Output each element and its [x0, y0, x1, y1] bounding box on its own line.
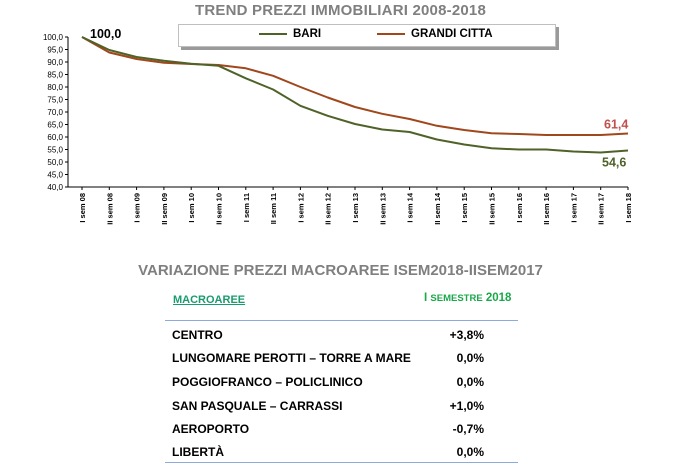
row-label: AEROPORTO	[172, 422, 250, 436]
chart-title: TREND PREZZI IMMOBILIARI 2008-2018	[194, 2, 487, 19]
row-label: LIBERTÀ	[172, 445, 224, 459]
row-value: -0,7%	[452, 422, 484, 436]
x-tick-label: I sem 12	[296, 193, 305, 223]
table-row: LUNGOMARE PEROTTI – TORRE A MARE 0,0%	[172, 348, 512, 370]
x-tick-label: I sem 14	[406, 192, 415, 222]
x-tick-label: II sem 17	[597, 193, 606, 225]
series-line-bari	[81, 36, 629, 154]
column-header-prefix: I	[424, 292, 431, 304]
x-tick-label: II sem 15	[488, 193, 497, 225]
row-label: POGGIOFRANCO – POLICLINICO	[172, 375, 363, 389]
y-tick-label: 50,0	[47, 158, 63, 167]
legend-item-bari: BARI	[259, 28, 321, 40]
x-tick-label: II sem 08	[105, 193, 114, 225]
row-label: CENTRO	[172, 328, 223, 342]
table-row: AEROPORTO -0,7%	[172, 419, 512, 441]
column-header-suffix: 2018	[482, 292, 512, 304]
data-label-start: 100,0	[90, 27, 121, 41]
table-bottom-divider	[165, 462, 518, 463]
row-value: 0,0%	[456, 351, 484, 365]
table-title: VARIAZIONE PREZZI MACROAREE ISEM2018-IIS…	[138, 262, 543, 279]
column-header-small: SEMESTRE	[430, 293, 483, 304]
y-tick-label: 90,0	[47, 58, 63, 67]
header-divider	[165, 320, 518, 321]
row-label: LUNGOMARE PEROTTI – TORRE A MARE	[172, 351, 411, 365]
x-tick-label: I sem 16	[515, 193, 524, 223]
legend-swatch-bari	[259, 33, 287, 35]
y-tick-label: 70,0	[47, 108, 63, 117]
y-tick-label: 80,0	[47, 83, 63, 92]
x-tick-label: II sem 10	[215, 193, 224, 225]
table-row: POGGIOFRANCO – POLICLINICO 0,0%	[172, 372, 512, 394]
data-label-bari-end: 54,6	[602, 156, 626, 170]
x-tick-label: I sem 08	[78, 193, 87, 223]
x-tick-label: I sem 10	[187, 193, 196, 223]
legend-label-bari: BARI	[293, 28, 322, 40]
column-header-macroaree: MACROAREE	[173, 294, 246, 306]
chart-legend: BARI GRANDI CITTA	[178, 24, 556, 47]
legend-item-grandi-citta: GRANDI CITTA	[377, 28, 493, 40]
x-tick-label: II sem 11	[269, 193, 278, 224]
table-row: SAN PASQUALE – CARRASSI +1,0%	[172, 396, 512, 418]
y-tick-label: 100,0	[43, 33, 64, 42]
column-header-semester: I SEMESTRE 2018	[424, 292, 511, 304]
y-tick-label: 75,0	[47, 96, 63, 105]
row-value: 0,0%	[456, 445, 484, 459]
legend-label-grandi-citta: GRANDI CITTA	[411, 28, 493, 40]
y-tick-label: 45,0	[47, 171, 63, 180]
row-value: 0,0%	[456, 375, 484, 389]
x-tick-label: I sem 13	[351, 193, 360, 223]
legend-swatch-grandi-citta	[377, 33, 405, 35]
x-tick-label: II sem 13	[378, 193, 387, 225]
y-tick-label: 40,0	[47, 183, 63, 192]
row-value: +3,8%	[449, 328, 484, 342]
x-tick-label: I sem 18	[624, 193, 633, 223]
y-tick-label: 65,0	[47, 121, 63, 130]
row-label: SAN PASQUALE – CARRASSI	[172, 399, 343, 413]
data-label-grandi-citta-end: 61,4	[604, 118, 628, 132]
series-line-grandi-citta	[81, 36, 629, 136]
y-tick-label: 95,0	[47, 46, 63, 55]
y-tick-label: 85,0	[47, 71, 63, 80]
x-tick-label: II sem 09	[160, 193, 169, 225]
x-tick-label: II sem 16	[542, 193, 551, 225]
table-row: CENTRO +3,8%	[172, 325, 512, 347]
table-row: LIBERTÀ 0,0%	[172, 442, 512, 464]
x-tick-label: II sem 12	[324, 193, 333, 225]
x-tick-label: I sem 09	[133, 193, 142, 223]
x-tick-label: II sem 14	[433, 192, 442, 225]
x-tick-label: I sem 11	[242, 193, 251, 222]
line-chart: 100,0 95,0 90,0 85,0 80,0 75,0 70,0 65,0 60,0 55,…	[43, 27, 633, 225]
y-tick-label: 55,0	[47, 146, 63, 155]
x-tick-label: I sem 15	[460, 193, 469, 223]
x-tick-label: I sem 17	[569, 193, 578, 223]
row-value: +1,0%	[449, 399, 484, 413]
y-tick-label: 60,0	[47, 133, 63, 142]
